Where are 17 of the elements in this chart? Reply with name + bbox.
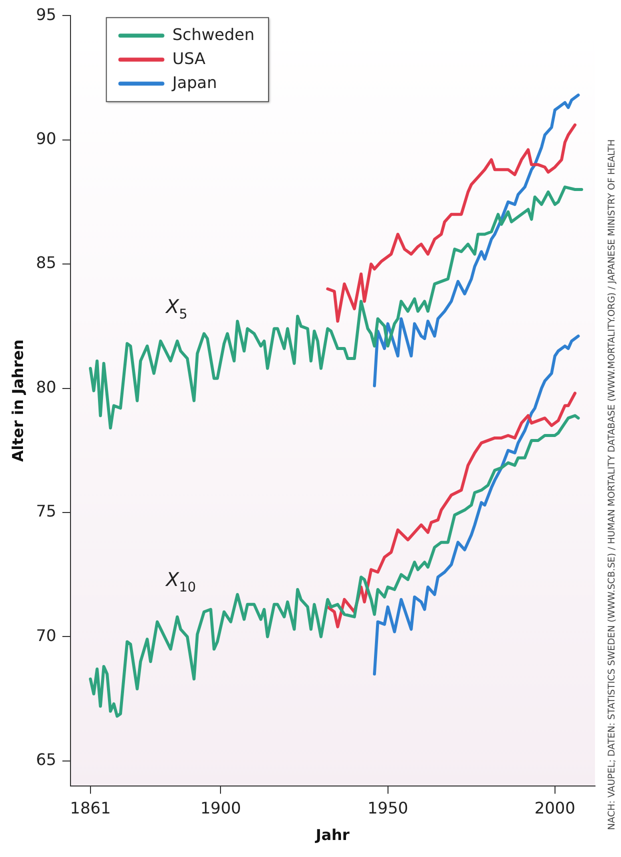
x-tick-label: 1950 <box>367 798 408 818</box>
y-tick-label: 70 <box>36 626 56 645</box>
y-tick-label: 85 <box>36 253 56 272</box>
y-tick-label: 75 <box>36 502 56 521</box>
x-tick-label: 1900 <box>200 798 242 818</box>
y-tick-label: 65 <box>36 750 56 770</box>
legend-label: Schweden <box>172 24 255 44</box>
x-axis-title: Jahr <box>314 826 350 844</box>
x-tick-label: 2000 <box>534 798 576 818</box>
x-tick-label: 1861 <box>70 798 111 818</box>
text: NACH: VAUPEL; DATEN: STATISTICS SWEDEN (WWW.SCB.SE) / HUMAN MORTALITY DATABASE (WWW.MORTALITY.ORG) / JAPANESE MINISTRY OF HEALTH <box>606 139 618 830</box>
y-axis-title: Alter in Jahren <box>8 340 27 462</box>
y-tick-label: 90 <box>36 128 56 148</box>
y-tick-label: 95 <box>36 4 56 24</box>
y-tick-label: 80 <box>36 377 56 396</box>
legend-label: Japan <box>171 72 217 92</box>
legend-label: USA <box>172 48 206 68</box>
